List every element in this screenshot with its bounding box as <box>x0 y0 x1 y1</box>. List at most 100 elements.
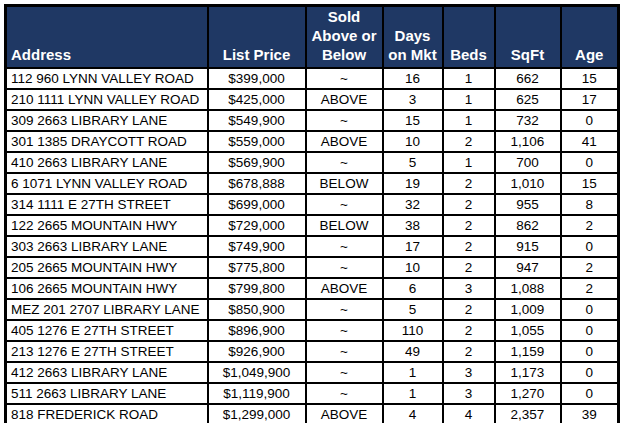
cell-address: 210 1111 LYNN VALLEY ROAD <box>6 89 208 110</box>
cell-beds: 1 <box>443 152 495 173</box>
cell-age: 0 <box>561 299 619 320</box>
cell-age: 17 <box>561 89 619 110</box>
cell-list-price: $699,000 <box>208 194 306 215</box>
cell-sqft: 1,270 <box>495 383 561 404</box>
cell-sold-above-or-below: ~ <box>306 257 383 278</box>
cell-sqft: 662 <box>495 68 561 89</box>
cell-days-on-mkt: 1 <box>383 383 443 404</box>
cell-sold-above-or-below: ~ <box>306 110 383 131</box>
cell-list-price: $399,000 <box>208 68 306 89</box>
cell-age: 0 <box>561 341 619 362</box>
cell-sqft: 732 <box>495 110 561 131</box>
table-row: 205 2665 MOUNTAIN HWY$775,800~1029472 <box>6 257 619 278</box>
cell-age: 0 <box>561 152 619 173</box>
cell-beds: 3 <box>443 362 495 383</box>
cell-beds: 2 <box>443 215 495 236</box>
cell-sold-above-or-below: ~ <box>306 320 383 341</box>
cell-days-on-mkt: 6 <box>383 278 443 299</box>
cell-days-on-mkt: 32 <box>383 194 443 215</box>
cell-sqft: 1,055 <box>495 320 561 341</box>
cell-address: 106 2665 MOUNTAIN HWY <box>6 278 208 299</box>
cell-list-price: $1,049,900 <box>208 362 306 383</box>
cell-sqft: 1,009 <box>495 299 561 320</box>
cell-beds: 1 <box>443 68 495 89</box>
cell-list-price: $729,000 <box>208 215 306 236</box>
cell-sqft: 1,106 <box>495 131 561 152</box>
table-row: 210 1111 LYNN VALLEY ROAD$425,000ABOVE31… <box>6 89 619 110</box>
cell-sold-above-or-below: ~ <box>306 152 383 173</box>
table-row: 122 2665 MOUNTAIN HWY$729,000BELOW382862… <box>6 215 619 236</box>
cell-days-on-mkt: 19 <box>383 173 443 194</box>
listings-table: Address List Price Sold Above or Below D… <box>4 4 620 423</box>
cell-sold-above-or-below: ABOVE <box>306 89 383 110</box>
cell-beds: 2 <box>443 341 495 362</box>
cell-age: 15 <box>561 173 619 194</box>
cell-sqft: 947 <box>495 257 561 278</box>
cell-list-price: $775,800 <box>208 257 306 278</box>
cell-age: 15 <box>561 68 619 89</box>
table-body: 112 960 LYNN VALLEY ROAD$399,000~1616621… <box>6 68 619 423</box>
cell-sqft: 700 <box>495 152 561 173</box>
cell-sold-above-or-below: ~ <box>306 362 383 383</box>
cell-sqft: 862 <box>495 215 561 236</box>
cell-days-on-mkt: 16 <box>383 68 443 89</box>
cell-address: MEZ 201 2707 LIBRARY LANE <box>6 299 208 320</box>
cell-beds: 2 <box>443 236 495 257</box>
cell-sold-above-or-below: ~ <box>306 299 383 320</box>
cell-sold-above-or-below: BELOW <box>306 173 383 194</box>
cell-address: 6 1071 LYNN VALLEY ROAD <box>6 173 208 194</box>
table-row: MEZ 201 2707 LIBRARY LANE$850,900~521,00… <box>6 299 619 320</box>
column-header-address: Address <box>6 6 208 69</box>
cell-address: 314 1111 E 27TH STREET <box>6 194 208 215</box>
table-row: 412 2663 LIBRARY LANE$1,049,900~131,1730 <box>6 362 619 383</box>
cell-days-on-mkt: 15 <box>383 110 443 131</box>
cell-list-price: $559,000 <box>208 131 306 152</box>
cell-age: 0 <box>561 320 619 341</box>
cell-address: 205 2665 MOUNTAIN HWY <box>6 257 208 278</box>
table-row: 301 1385 DRAYCOTT ROAD$559,000ABOVE1021,… <box>6 131 619 152</box>
cell-beds: 3 <box>443 383 495 404</box>
cell-sold-above-or-below: ABOVE <box>306 404 383 423</box>
cell-beds: 4 <box>443 404 495 423</box>
cell-sqft: 1,010 <box>495 173 561 194</box>
cell-list-price: $799,800 <box>208 278 306 299</box>
cell-address: 410 2663 LIBRARY LANE <box>6 152 208 173</box>
table-row: 511 2663 LIBRARY LANE$1,119,900~131,2700 <box>6 383 619 404</box>
cell-list-price: $549,900 <box>208 110 306 131</box>
cell-address: 303 2663 LIBRARY LANE <box>6 236 208 257</box>
cell-address: 405 1276 E 27TH STREET <box>6 320 208 341</box>
cell-age: 2 <box>561 257 619 278</box>
cell-age: 39 <box>561 404 619 423</box>
cell-beds: 2 <box>443 131 495 152</box>
page: Address List Price Sold Above or Below D… <box>0 0 622 423</box>
cell-sqft: 915 <box>495 236 561 257</box>
cell-sold-above-or-below: ~ <box>306 194 383 215</box>
table-row: 106 2665 MOUNTAIN HWY$799,800ABOVE631,08… <box>6 278 619 299</box>
cell-sold-above-or-below: ABOVE <box>306 278 383 299</box>
table-row: 213 1276 E 27TH STREET$926,900~4921,1590 <box>6 341 619 362</box>
cell-days-on-mkt: 49 <box>383 341 443 362</box>
cell-days-on-mkt: 10 <box>383 131 443 152</box>
cell-days-on-mkt: 5 <box>383 299 443 320</box>
cell-address: 122 2665 MOUNTAIN HWY <box>6 215 208 236</box>
cell-days-on-mkt: 3 <box>383 89 443 110</box>
cell-address: 818 FREDERICK ROAD <box>6 404 208 423</box>
cell-beds: 1 <box>443 89 495 110</box>
cell-list-price: $926,900 <box>208 341 306 362</box>
cell-beds: 2 <box>443 320 495 341</box>
cell-days-on-mkt: 110 <box>383 320 443 341</box>
cell-days-on-mkt: 10 <box>383 257 443 278</box>
cell-address: 412 2663 LIBRARY LANE <box>6 362 208 383</box>
cell-sqft: 1,088 <box>495 278 561 299</box>
header-row: Address List Price Sold Above or Below D… <box>6 6 619 69</box>
table-row: 314 1111 E 27TH STREET$699,000~3229558 <box>6 194 619 215</box>
column-header-sqft: SqFt <box>495 6 561 69</box>
cell-sqft: 1,173 <box>495 362 561 383</box>
cell-list-price: $425,000 <box>208 89 306 110</box>
column-header-sold-above-or-below: Sold Above or Below <box>306 6 383 69</box>
cell-address: 301 1385 DRAYCOTT ROAD <box>6 131 208 152</box>
cell-beds: 2 <box>443 257 495 278</box>
table-row: 410 2663 LIBRARY LANE$569,900~517000 <box>6 152 619 173</box>
column-header-beds: Beds <box>443 6 495 69</box>
table-row: 818 FREDERICK ROAD$1,299,000ABOVE442,357… <box>6 404 619 423</box>
